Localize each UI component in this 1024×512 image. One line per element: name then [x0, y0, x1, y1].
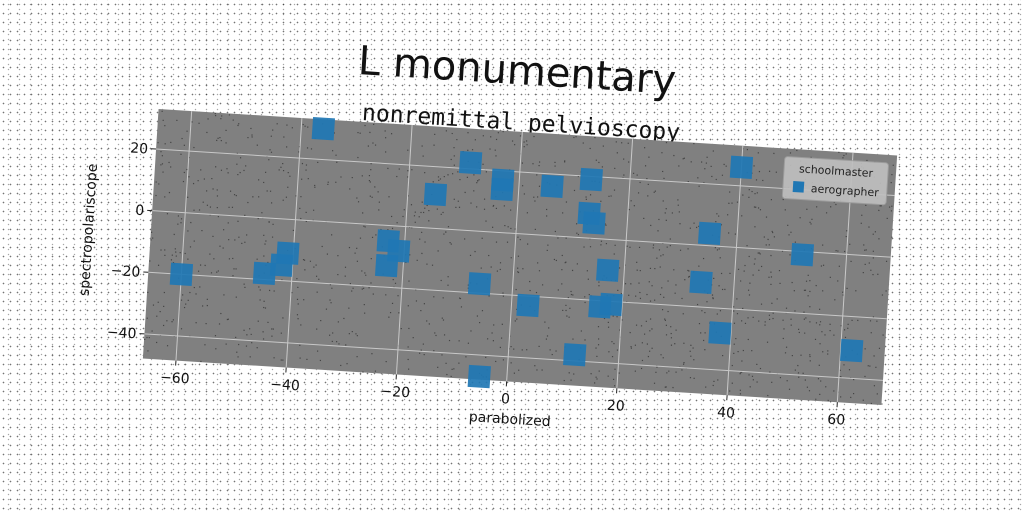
- data-point: [839, 338, 864, 363]
- y-axis-label: spectropolariscope: [77, 163, 101, 296]
- data-point: [169, 262, 194, 287]
- chart-title: L monumentary: [357, 38, 678, 104]
- x-gridline: [175, 111, 193, 361]
- plot-background: [142, 109, 898, 405]
- x-tick-label: 20: [606, 398, 625, 415]
- data-point: [540, 174, 564, 199]
- data-point: [374, 253, 399, 278]
- y-gridline: [156, 148, 895, 197]
- x-gridline: [726, 145, 744, 396]
- data-point: [708, 321, 732, 345]
- data-point: [596, 258, 620, 282]
- data-point: [467, 364, 491, 389]
- y-tick-label: 0: [135, 203, 145, 220]
- data-point: [729, 155, 754, 180]
- data-point: [563, 343, 587, 367]
- data-point: [582, 211, 606, 235]
- x-axis-label: parabolized: [468, 409, 551, 430]
- x-tick-label: 0: [501, 391, 511, 408]
- data-point: [790, 242, 815, 267]
- data-point: [689, 270, 713, 294]
- legend-marker: [792, 181, 805, 193]
- legend-box: [781, 156, 889, 206]
- y-tick-label: −40: [106, 325, 136, 343]
- data-point: [490, 177, 514, 202]
- x-tick-label: 60: [827, 412, 846, 429]
- data-point: [467, 272, 492, 296]
- data-point: [423, 182, 448, 207]
- x-gridline: [616, 138, 634, 389]
- x-tick-label: −40: [270, 377, 300, 395]
- plot-area: −60 −40 −20 0 20 40 60 −40 −20 0 20 parabolized spec…: [77, 109, 898, 430]
- x-tick-label: 40: [717, 405, 736, 422]
- y-gridline: [152, 210, 891, 258]
- x-tick-label: −20: [380, 384, 410, 402]
- data-point: [276, 241, 300, 265]
- data-point: [579, 167, 603, 192]
- data-point: [697, 221, 722, 246]
- data-point: [516, 293, 540, 318]
- data-point: [599, 292, 623, 317]
- data-point: [458, 150, 483, 175]
- legend-title: schoolmaster: [799, 162, 874, 180]
- y-gridline: [144, 333, 884, 381]
- y-tick-label: 20: [130, 140, 149, 157]
- data-point: [252, 261, 277, 286]
- x-gridline: [506, 131, 523, 382]
- data-point: [311, 116, 336, 141]
- legend-entry: aerographer: [810, 182, 879, 199]
- y-tick-label: −20: [110, 263, 140, 281]
- x-tick-label: −60: [160, 370, 190, 388]
